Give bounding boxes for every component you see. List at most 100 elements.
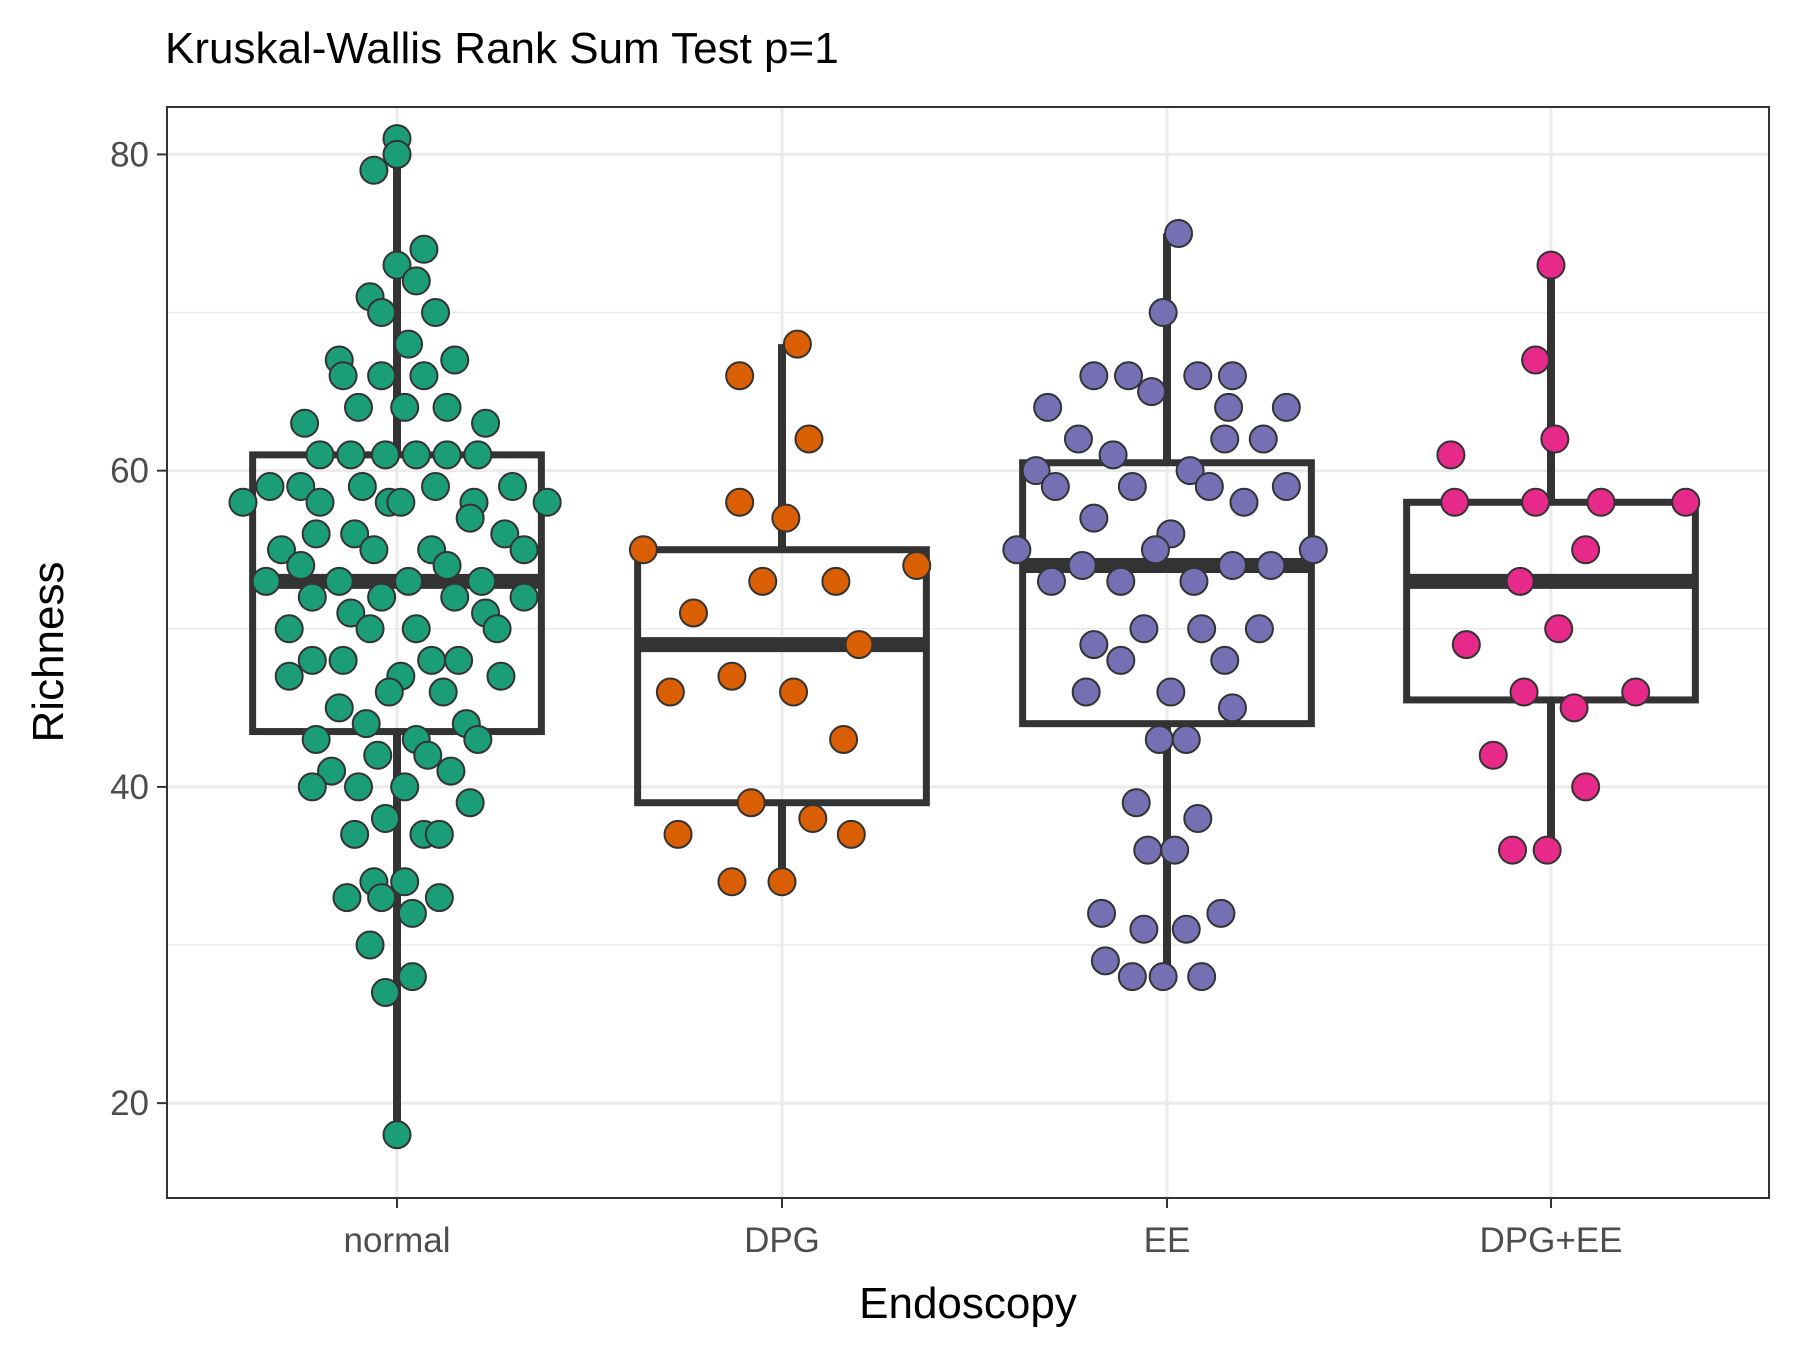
data-point [1532,835,1562,865]
data-point [1229,487,1259,517]
data-point [301,519,331,549]
points-DPG+EE [1436,250,1701,865]
data-point [1540,424,1570,454]
x-axis-title: Endoscopy [859,1279,1077,1328]
data-point [1071,677,1101,707]
data-point [390,772,420,802]
data-point [1210,645,1240,675]
data-point [486,661,516,691]
data-point [782,329,812,359]
box-iqr [1403,498,1699,704]
data-point [1217,551,1247,581]
data-point [463,724,493,754]
data-point [1451,630,1481,660]
data-point [367,298,397,328]
data-point [821,566,851,596]
data-point [440,345,470,375]
data-point [1037,566,1066,596]
points-EE [1002,218,1328,992]
data-point [1079,630,1109,660]
data-point [1087,898,1117,928]
data-point [428,677,458,707]
data-point [482,614,512,644]
data-point [1140,535,1170,565]
data-point [1171,914,1201,944]
data-point [628,535,658,565]
data-point [274,661,304,691]
data-point [397,962,427,992]
data-point [1098,440,1128,470]
data-point [798,804,828,834]
data-point [1256,551,1286,581]
data-point [1271,392,1301,422]
data-point [286,471,316,501]
data-point [359,155,389,185]
box-iqr [1019,459,1315,728]
data-point [394,566,424,596]
x-tick-label: DPG [744,1221,820,1260]
data-point [367,883,397,913]
data-point [332,883,362,913]
data-point [1156,677,1186,707]
data-point [374,677,404,707]
data-point [440,582,470,612]
data-point [1671,487,1701,517]
data-point [1148,962,1178,992]
data-point [655,677,685,707]
data-point [301,724,331,754]
data-point [1183,361,1213,391]
x-tick-label: EE [1144,1221,1191,1260]
data-point [1183,804,1213,834]
data-point [432,440,462,470]
data-point [297,772,327,802]
data-point [1187,614,1217,644]
data-point [725,487,755,517]
data-point [401,266,431,296]
data-point [1002,535,1032,565]
data-point [382,1120,412,1150]
data-point [401,440,431,470]
data-point [1436,440,1466,470]
data-point [363,740,393,770]
data-point [344,392,373,422]
data-point [274,614,304,644]
x-tick-label: normal [344,1221,451,1260]
points-DPG [628,329,932,897]
data-point [1440,487,1470,517]
data-point [286,551,316,581]
data-point [678,598,708,628]
points-normal [228,124,562,1150]
data-point [347,471,377,501]
data-point [367,361,397,391]
data-point [1148,298,1178,328]
data-point [297,582,327,612]
data-point [1160,835,1190,865]
data-point [1298,535,1328,565]
data-point [467,566,497,596]
data-point [1175,456,1205,486]
data-point [290,408,320,438]
data-point [663,819,693,849]
data-point [1217,361,1247,391]
data-point [794,424,824,454]
x-tick-label: DPG+EE [1480,1221,1623,1260]
data-point [382,250,412,280]
data-point [771,503,801,533]
data-point [1248,424,1278,454]
data-point [1040,471,1070,501]
data-point [725,361,755,391]
data-point [359,535,389,565]
data-point [1021,456,1051,486]
data-point [1544,614,1574,644]
data-point [1090,946,1120,976]
data-point [328,361,358,391]
data-point [409,361,439,391]
data-point [382,139,412,169]
y-tick-label: 80 [110,135,149,174]
data-point [317,756,347,786]
data-point [1117,471,1147,501]
data-point [305,440,335,470]
data-point [1117,962,1147,992]
data-point [305,487,335,517]
